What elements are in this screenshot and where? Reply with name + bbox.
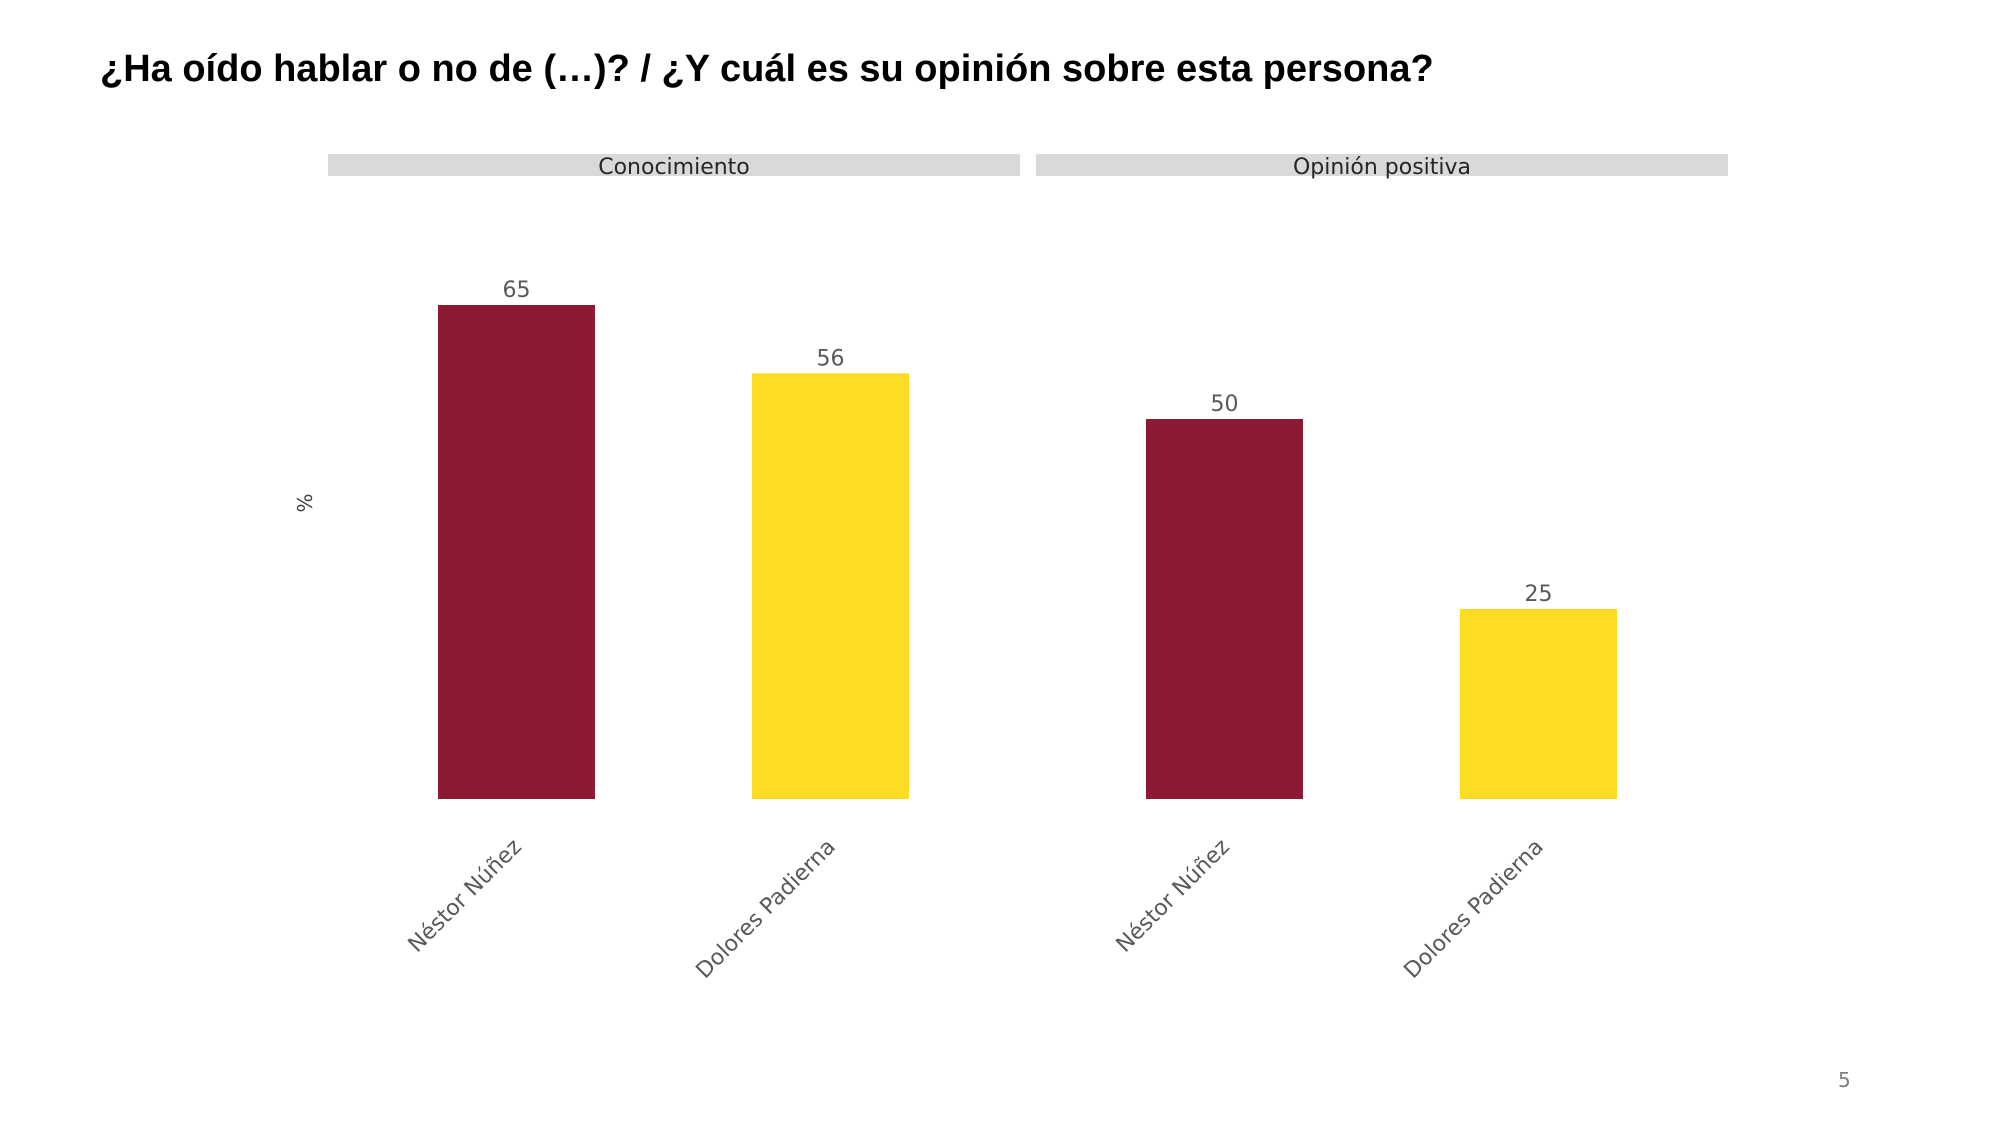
bar [1460, 609, 1617, 799]
panel-header-bar [328, 154, 1020, 176]
data-label: 50 [1211, 392, 1239, 417]
data-label: 25 [1525, 582, 1553, 607]
page-title: ¿Ha oído hablar o no de (…)? / ¿Y cuál e… [100, 48, 1434, 90]
category-tick-label: Néstor Núñez [404, 835, 527, 958]
category-tick-label: Néstor Núñez [1112, 835, 1235, 958]
bar [1146, 419, 1303, 799]
bar [752, 373, 909, 799]
page-number: 5 [1838, 1068, 1851, 1092]
data-label: 56 [817, 346, 845, 371]
y-axis-label: % [292, 493, 316, 512]
data-label: 65 [503, 278, 531, 303]
bar [438, 305, 595, 799]
panel-title: Opinión positiva [1293, 155, 1471, 180]
category-tick-label: Dolores Padierna [1400, 835, 1549, 984]
category-tick-label: Dolores Padierna [692, 835, 841, 984]
panel-header-bar [1036, 154, 1728, 176]
panel-title: Conocimiento [598, 155, 750, 180]
